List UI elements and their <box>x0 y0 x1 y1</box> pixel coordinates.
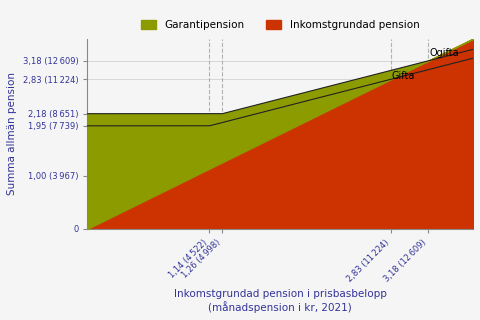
Y-axis label: Summa allmän pension: Summa allmän pension <box>7 72 17 195</box>
Text: Ogifta: Ogifta <box>429 48 459 58</box>
Legend: Garantipension, Inkomstgrundad pension: Garantipension, Inkomstgrundad pension <box>137 15 424 34</box>
X-axis label: Inkomstgrundad pension i prisbasbelopp
(månadspension i kr, 2021): Inkomstgrundad pension i prisbasbelopp (… <box>174 289 386 313</box>
Text: Gifta: Gifta <box>392 71 415 81</box>
